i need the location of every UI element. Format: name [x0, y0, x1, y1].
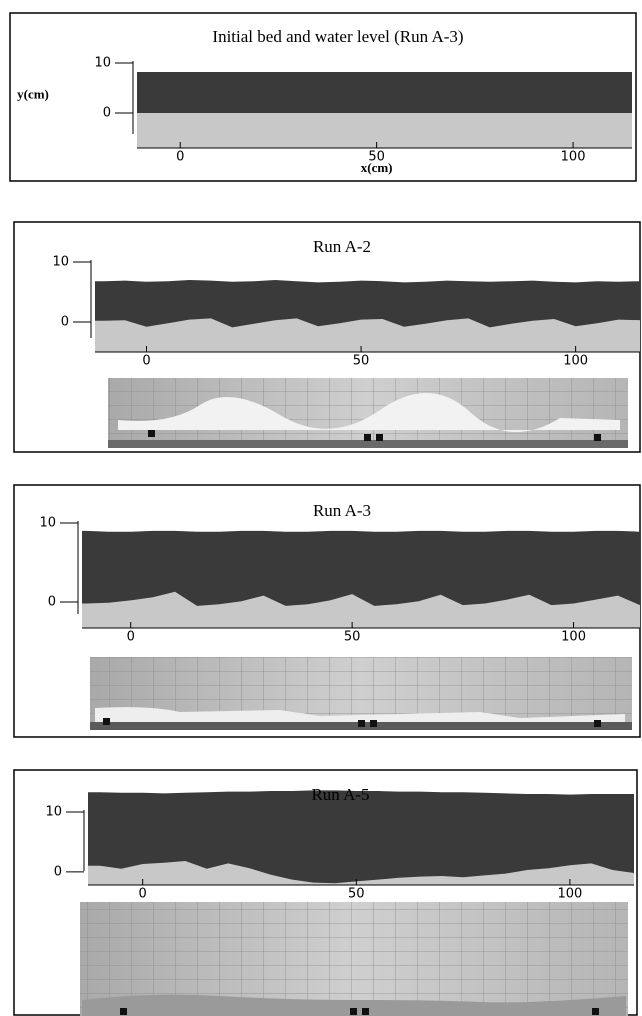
- x-tick-label: 50: [344, 630, 361, 645]
- x-tick-label: 0: [139, 887, 147, 902]
- y-tick-label: 10: [45, 804, 62, 819]
- x-tick-label: 50: [353, 354, 370, 369]
- x-tick-label: 100: [561, 150, 586, 165]
- photo-a2: [108, 378, 628, 448]
- x-tick-label: 0: [142, 354, 150, 369]
- y-tick-label: 0: [103, 106, 111, 121]
- x-tick-label: 0: [127, 630, 135, 645]
- area: [137, 113, 632, 148]
- panel: Initial bed and water level (Run A-3) 0 10…: [9, 12, 637, 182]
- x-tick-label: 0: [176, 150, 184, 165]
- panel-title: Run A-3: [313, 501, 371, 520]
- x-axis-label: x(cm): [361, 160, 393, 175]
- area: [95, 318, 640, 352]
- x-tick-label: 50: [348, 887, 365, 902]
- y-axis-label: y(cm): [17, 86, 49, 101]
- x-tick-label: 50: [368, 150, 385, 165]
- y-tick-label: 10: [52, 255, 69, 270]
- area: [88, 790, 634, 885]
- panel-title: Run A-5: [311, 785, 369, 804]
- y-tick-label: 10: [94, 56, 111, 71]
- x-tick-label: 100: [558, 887, 583, 902]
- y-tick-label: 0: [61, 315, 69, 330]
- area: [82, 591, 640, 628]
- photo-a5: [80, 902, 628, 1016]
- plot-area: [82, 530, 640, 628]
- panel-title: Run A-2: [313, 237, 371, 256]
- plot-area: [137, 72, 632, 148]
- photo-a3: [90, 657, 632, 730]
- y-tick-label: 0: [48, 594, 56, 609]
- plot-area: [88, 790, 634, 885]
- area: [88, 861, 634, 885]
- x-tick-label: 100: [561, 630, 586, 645]
- panel-title: Initial bed and water level (Run A-3): [212, 27, 463, 46]
- photos: [80, 378, 632, 1016]
- y-tick-label: 10: [39, 516, 56, 531]
- x-tick-label: 100: [563, 354, 588, 369]
- plot-area: [95, 280, 640, 352]
- y-tick-label: 0: [54, 864, 62, 879]
